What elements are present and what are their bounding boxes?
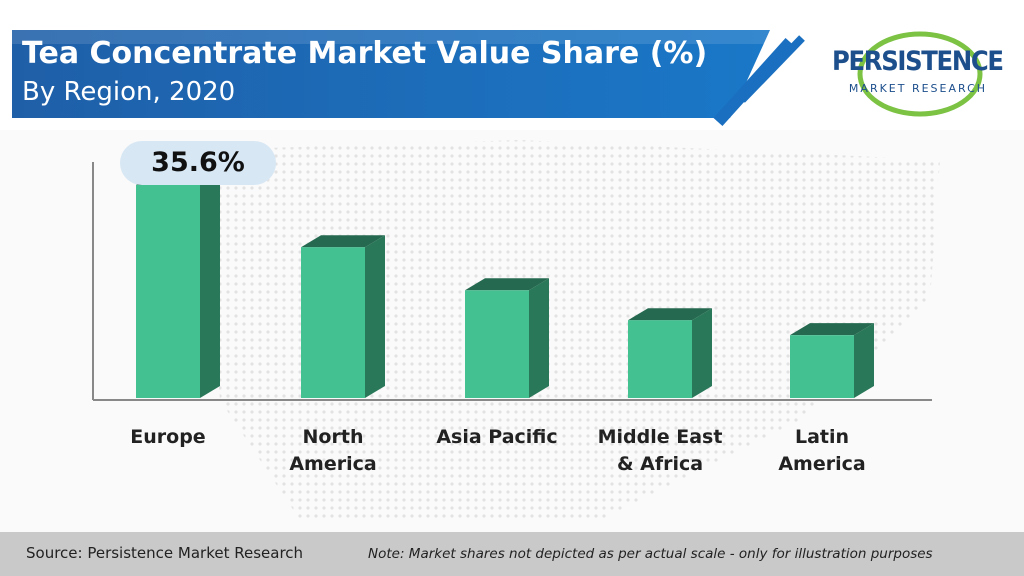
x-tick-label: Middle East & Africa xyxy=(597,426,723,475)
banner-shine xyxy=(12,30,770,44)
x-tick-label: North America xyxy=(289,426,377,475)
bar xyxy=(465,290,529,398)
note: Note: Market shares not depicted as per … xyxy=(368,546,933,562)
logo-name: PERSISTENCE xyxy=(832,46,1004,77)
bar-top xyxy=(301,235,385,248)
bar-top xyxy=(465,278,549,291)
chart-subtitle: By Region, 2020 xyxy=(22,77,235,107)
world-map xyxy=(200,140,940,520)
bar-side xyxy=(529,278,549,398)
bar-side xyxy=(365,235,385,398)
bar-top xyxy=(790,323,874,336)
value-label: 35.6% xyxy=(151,147,245,178)
x-tick-label: Latin America xyxy=(778,426,866,475)
footer-bar xyxy=(0,532,1024,576)
bar-side xyxy=(692,308,712,398)
x-tick-label: Europe xyxy=(130,426,206,448)
bar-side xyxy=(854,323,874,398)
bar-side xyxy=(200,173,220,398)
chart-title: Tea Concentrate Market Value Share (%) xyxy=(22,36,707,71)
source: Source: Persistence Market Research xyxy=(26,544,303,562)
bar xyxy=(790,335,854,398)
title-banner xyxy=(12,30,770,118)
bar xyxy=(136,185,200,398)
bar xyxy=(301,247,365,398)
bar-top xyxy=(628,308,712,321)
x-tick-label: Asia Pacific xyxy=(436,426,558,448)
value-label-bg xyxy=(120,141,276,185)
banner-stripe xyxy=(739,35,805,103)
bar xyxy=(628,320,692,398)
logo-ring xyxy=(857,31,983,117)
logo-tagline: MARKET RESEARCH xyxy=(849,82,987,95)
